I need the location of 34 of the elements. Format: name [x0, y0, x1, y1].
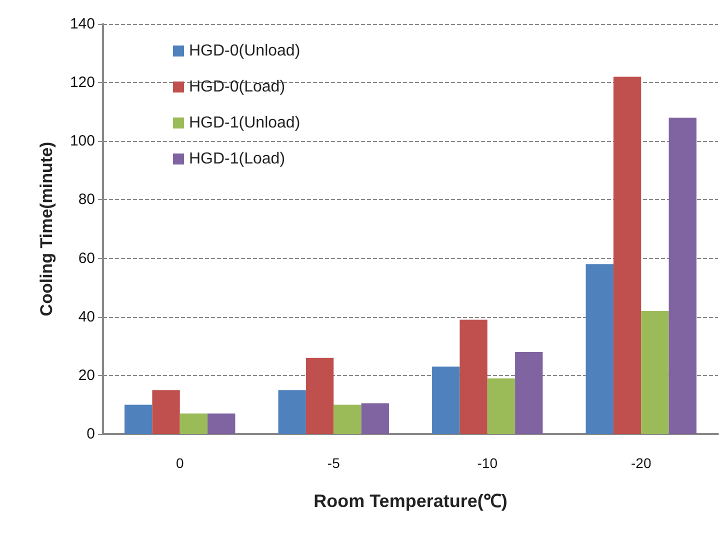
y-tick-label: 100 [70, 132, 95, 150]
x-tick-label: -20 [631, 455, 652, 471]
x-tick-label: -5 [327, 455, 340, 471]
bar [334, 404, 362, 434]
y-axis-title: Cooling Time(minute) [37, 142, 56, 316]
y-tick-label: 0 [86, 426, 95, 442]
bar [460, 320, 488, 434]
bar [487, 378, 516, 434]
y-tick-label: 60 [78, 250, 95, 267]
bar [152, 390, 180, 434]
y-tick-label: 120 [70, 74, 95, 92]
legend-label: HGD-0(Load) [189, 78, 286, 96]
bar [306, 358, 334, 434]
y-tick-label: 80 [78, 191, 95, 208]
bar [432, 366, 460, 434]
y-tick-label: 20 [78, 366, 95, 384]
legend-label: HGD-1(Unload) [189, 114, 300, 132]
bar [124, 404, 152, 434]
bar [586, 264, 614, 434]
y-tick-label: 40 [78, 308, 95, 326]
x-tick-label: -10 [477, 455, 498, 471]
legend-label: HGD-1(Load) [189, 150, 286, 168]
legend-label: HGD-0(Unload) [189, 42, 300, 60]
x-tick-label: 0 [176, 455, 184, 471]
bar [515, 352, 543, 434]
bar [613, 76, 642, 434]
y-tick-label: 140 [70, 16, 95, 32]
bar [278, 390, 306, 434]
bar [668, 118, 696, 434]
bar [641, 311, 669, 434]
bar [180, 414, 208, 434]
bar [361, 403, 389, 434]
x-axis-title: Room Temperature(℃) [314, 491, 508, 511]
bar [208, 414, 236, 434]
